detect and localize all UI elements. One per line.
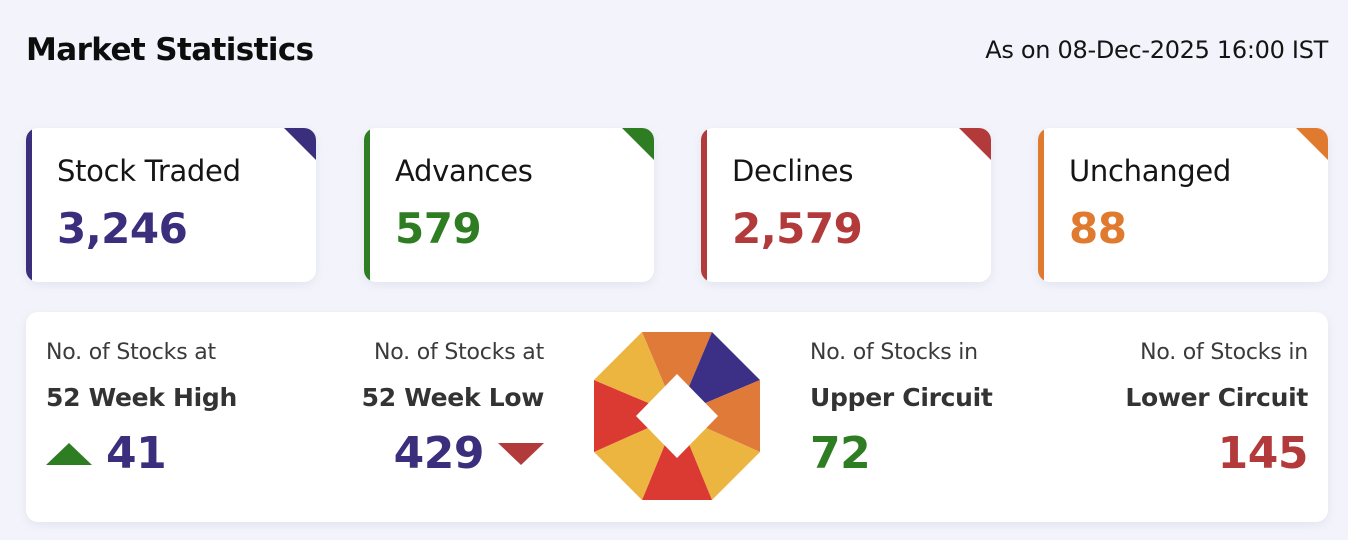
card-accent-bar bbox=[701, 128, 707, 282]
declines-card[interactable]: Declines 2,579 bbox=[701, 128, 991, 282]
header: Market Statistics As on 08-Dec-2025 16:0… bbox=[26, 28, 1328, 72]
triangle-up-icon bbox=[46, 443, 92, 465]
card-corner-flag bbox=[1296, 128, 1328, 160]
week52-low-sub: No. of Stocks at bbox=[374, 340, 544, 365]
unchanged-label: Unchanged bbox=[1069, 154, 1232, 188]
summary-cards: Stock Traded 3,246 Advances 579 Declines… bbox=[26, 128, 1328, 282]
triangle-down-icon bbox=[498, 443, 544, 465]
upper-circuit-value: 72 bbox=[810, 428, 871, 479]
declines-label: Declines bbox=[732, 154, 854, 188]
card-accent-bar bbox=[1038, 128, 1044, 282]
lower-circuit-stat[interactable]: No. of Stocks in Lower Circuit 145 bbox=[1125, 340, 1308, 476]
week52-high-sub: No. of Stocks at bbox=[46, 340, 216, 365]
card-accent-bar bbox=[26, 128, 32, 282]
upper-circuit-label: Upper Circuit bbox=[810, 383, 993, 412]
logo-segments bbox=[594, 332, 760, 500]
lower-circuit-sub: No. of Stocks in bbox=[1140, 340, 1308, 365]
stock-traded-label: Stock Traded bbox=[57, 154, 241, 188]
stock-traded-card[interactable]: Stock Traded 3,246 bbox=[26, 128, 316, 282]
week52-high-label: 52 Week High bbox=[46, 383, 238, 412]
advances-label: Advances bbox=[395, 154, 533, 188]
card-accent-bar bbox=[364, 128, 370, 282]
declines-value: 2,579 bbox=[732, 204, 863, 253]
lower-circuit-label: Lower Circuit bbox=[1125, 383, 1308, 412]
upper-circuit-sub: No. of Stocks in bbox=[810, 340, 978, 365]
advances-value: 579 bbox=[395, 204, 482, 253]
card-corner-flag bbox=[959, 128, 991, 160]
week52-high-value: 41 bbox=[106, 428, 167, 479]
unchanged-value: 88 bbox=[1069, 204, 1127, 253]
card-corner-flag bbox=[284, 128, 316, 160]
card-corner-flag bbox=[622, 128, 654, 160]
page-title: Market Statistics bbox=[26, 32, 314, 68]
week52-low-stat[interactable]: No. of Stocks at 52 Week Low 429 bbox=[361, 340, 545, 479]
stocks-stats-panel: No. of Stocks at 52 Week High 41 No. of … bbox=[26, 312, 1328, 522]
upper-circuit-stat[interactable]: No. of Stocks in Upper Circuit 72 bbox=[810, 340, 993, 476]
week52-low-value: 429 bbox=[393, 428, 485, 479]
stock-traded-value: 3,246 bbox=[57, 204, 188, 253]
advances-card[interactable]: Advances 579 bbox=[364, 128, 654, 282]
week52-low-label: 52 Week Low bbox=[361, 383, 545, 412]
lower-circuit-value: 145 bbox=[1217, 428, 1309, 479]
unchanged-card[interactable]: Unchanged 88 bbox=[1038, 128, 1328, 282]
octagon-logo-icon bbox=[594, 332, 760, 500]
week52-high-stat[interactable]: No. of Stocks at 52 Week High 41 bbox=[46, 340, 237, 476]
as-on-timestamp: As on 08-Dec-2025 16:00 IST bbox=[985, 36, 1328, 64]
